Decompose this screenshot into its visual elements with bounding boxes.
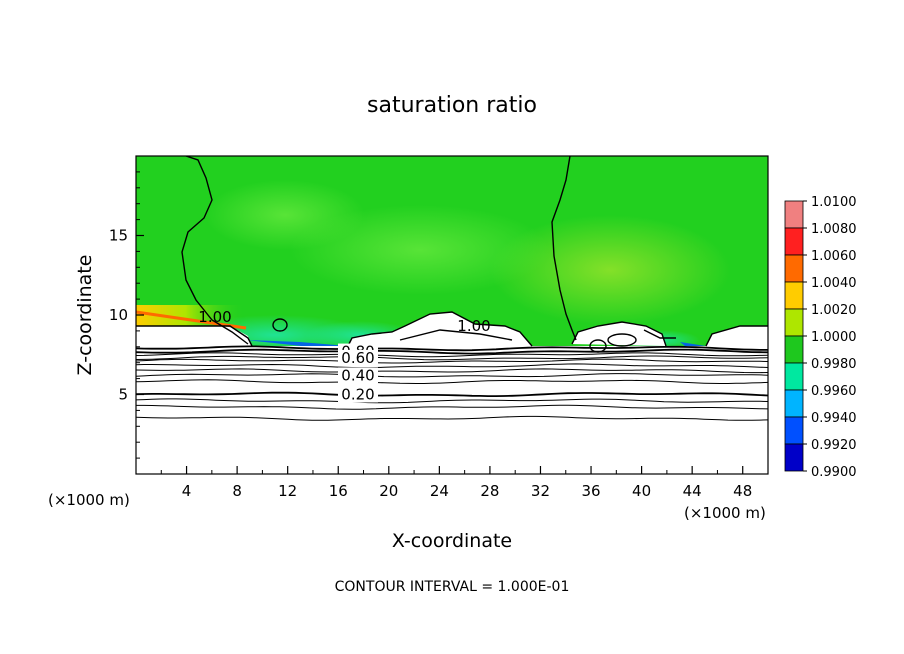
contour-loop: [607, 333, 637, 347]
contour-line-1.00: [347, 311, 533, 347]
colorbar-swatch: [784, 308, 804, 337]
x-axis-label: X-coordinate: [392, 530, 512, 552]
contour-layer-line: [136, 348, 768, 355]
contour-labels: 1.001.000.800.600.400.20: [198, 308, 490, 404]
contour-layer-line: [136, 363, 768, 369]
x-tick-label: 16: [329, 482, 348, 500]
x-tick-label: 48: [733, 482, 752, 500]
field-lower-region: [136, 346, 768, 474]
contour-layer-line: [136, 358, 768, 364]
x-tick-label: 40: [632, 482, 651, 500]
contour-layer-line: [136, 391, 768, 397]
cloud-region: [136, 326, 252, 346]
colorbar-swatch: [784, 389, 804, 418]
colorbar-label: 0.9960: [811, 384, 857, 399]
x-tick-label: 8: [232, 482, 242, 500]
field-region-edge: [136, 305, 246, 327]
x-tick-label: 36: [581, 482, 600, 500]
x-axis-ticks: 4 8 12 16 20 24 28 32 36 40 44 48: [160, 466, 752, 500]
contour-line: [399, 329, 513, 341]
contour-lines: [136, 156, 768, 353]
x-tick-label: 24: [430, 482, 449, 500]
colorbar-label: 1.0000: [811, 330, 857, 345]
y-axis-ticks: 5 10 15: [109, 171, 144, 459]
contour-label: 1.00: [198, 308, 231, 326]
colorbar-label: 0.9900: [811, 465, 857, 480]
contour-line-1.00: [551, 156, 577, 341]
chart-title: saturation ratio: [367, 93, 537, 118]
contour-label-background: [338, 386, 378, 403]
colorbar-swatch: [784, 362, 804, 391]
field-region-supersaturated: [490, 215, 730, 325]
contour-label: 1.00: [457, 317, 490, 335]
colorbar-swatch: [784, 254, 804, 283]
colorbar-label: 0.9980: [811, 357, 857, 372]
contour-layer-line: [136, 404, 768, 410]
cloud-region: [348, 312, 532, 346]
x-tick-label: 4: [182, 482, 192, 500]
contour-line-1.00: [181, 156, 249, 345]
contour-layer-line: [136, 355, 768, 361]
y-tick-label: 15: [109, 227, 128, 245]
y-tick-label: 5: [118, 386, 128, 404]
contour-layer-line: [136, 352, 768, 358]
contour-label: 0.60: [341, 349, 374, 367]
x-axis-unit-left: (×1000 m): [48, 491, 130, 509]
colorbar-label: 1.0020: [811, 303, 857, 318]
contour-line-1.00: [571, 321, 667, 347]
contour-line-1.00: [136, 325, 253, 347]
contour-layer-line: [136, 368, 768, 374]
contour-label: 0.20: [341, 386, 374, 404]
colorbar-swatch: [784, 335, 804, 364]
contour-layer-line: [136, 379, 768, 384]
colorbar-swatch: [784, 281, 804, 310]
colorbar: 1.0100 1.0080 1.0060 1.0040 1.0020 1.0000 0.99…: [784, 195, 857, 480]
colorbar-swatch: [784, 227, 804, 256]
contour-label: 0.40: [341, 366, 374, 384]
contour-label-background: [338, 367, 378, 384]
x-tick-label: 32: [531, 482, 550, 500]
y-axis-label: Z-coordinate: [74, 255, 96, 376]
x-axis-unit-right: (×1000 m): [684, 504, 766, 522]
colorbar-label: 1.0040: [811, 276, 857, 291]
contour-layer-line: [136, 345, 768, 352]
contour-line-1.00: [705, 325, 768, 347]
colorbar-label: 1.0060: [811, 249, 857, 264]
saturation-field: [136, 156, 768, 474]
contour-line: [643, 329, 676, 339]
x-tick-label: 44: [683, 482, 702, 500]
contour-label-background: [338, 349, 378, 366]
colorbar-swatch: [784, 416, 804, 445]
contour-loop: [272, 318, 288, 332]
contour-layers: [136, 345, 768, 421]
contour-layer-line: [136, 373, 768, 378]
colorbar-label: 1.0100: [811, 195, 857, 210]
colorbar-swatch: [784, 443, 804, 472]
x-tick-label: 20: [379, 482, 398, 500]
cloud-region: [706, 326, 768, 346]
field-region-light: [290, 205, 550, 295]
contour-layer-line: [136, 415, 768, 421]
contour-interval-note: CONTOUR INTERVAL = 1.000E-01: [335, 579, 570, 595]
y-tick-label: 10: [109, 306, 128, 324]
colorbar-label: 0.9940: [811, 411, 857, 426]
colorbar-swatch: [784, 200, 804, 229]
colorbar-label: 1.0080: [811, 222, 857, 237]
colorbar-label: 0.9920: [811, 438, 857, 453]
x-tick-label: 28: [480, 482, 499, 500]
contour-layer-line: [136, 398, 768, 404]
x-tick-label: 12: [278, 482, 297, 500]
